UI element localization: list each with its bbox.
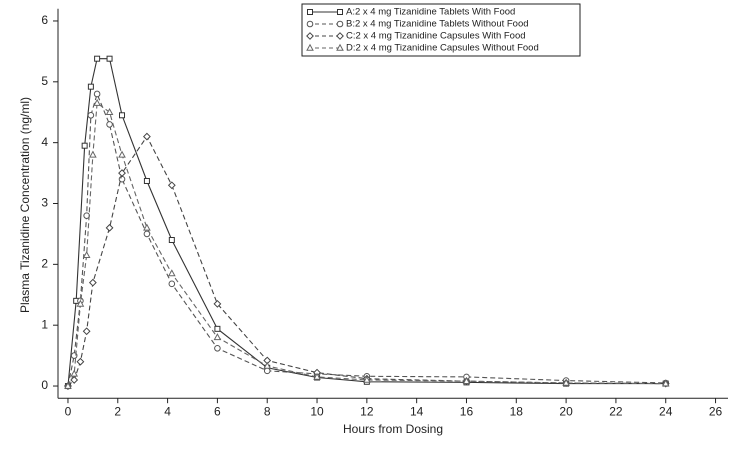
marker [306, 20, 314, 28]
x-tick-label: 26 [709, 404, 723, 418]
x-tick-label: 8 [264, 404, 271, 418]
marker [119, 112, 126, 119]
marker [213, 299, 222, 308]
x-tick-label: 4 [164, 404, 171, 418]
legend-label: A:2 x 4 mg Tizanidine Tablets With Food [346, 7, 515, 18]
marker [167, 269, 176, 277]
y-tick-label: 2 [41, 257, 48, 271]
x-tick-label: 24 [659, 404, 673, 418]
marker [106, 55, 113, 62]
series-line [67, 102, 666, 387]
marker [143, 230, 151, 238]
series-line [67, 58, 666, 387]
marker [306, 32, 314, 40]
marker [87, 83, 94, 90]
marker [105, 107, 114, 116]
x-tick-label: 2 [114, 404, 121, 418]
marker [93, 98, 101, 106]
marker [336, 20, 344, 28]
marker [562, 378, 570, 386]
y-tick-label: 6 [41, 13, 48, 27]
marker [143, 223, 151, 231]
marker [82, 250, 91, 259]
legend: A:2 x 4 mg Tizanidine Tablets With FoodB… [301, 3, 581, 57]
marker [336, 43, 344, 51]
marker [213, 333, 222, 341]
marker [76, 299, 85, 307]
x-axis-label: Hours from Dosing [343, 422, 443, 436]
marker [336, 32, 344, 40]
x-tick-label: 14 [410, 404, 424, 418]
marker [263, 361, 272, 369]
y-tick-label: 1 [41, 317, 48, 331]
marker [118, 175, 126, 183]
marker [81, 142, 88, 149]
y-tick-label: 0 [41, 378, 48, 392]
legend-label: B:2 x 4 mg Tizanidine Tablets Without Fo… [346, 19, 529, 30]
marker [94, 55, 101, 62]
marker [313, 372, 321, 380]
marker [143, 177, 150, 184]
marker [64, 381, 72, 389]
marker [661, 379, 670, 387]
marker [118, 169, 126, 177]
x-tick-label: 6 [214, 404, 221, 418]
y-tick-label: 4 [41, 135, 48, 149]
y-tick-label: 5 [41, 74, 48, 88]
marker [462, 376, 471, 384]
marker [106, 121, 113, 128]
marker [214, 325, 221, 332]
marker [88, 278, 97, 287]
marker [93, 90, 101, 98]
marker [89, 150, 97, 158]
marker [76, 357, 85, 366]
x-tick-label: 0 [65, 404, 72, 418]
marker [214, 345, 221, 352]
x-tick-label: 16 [460, 404, 474, 418]
marker [70, 369, 79, 377]
marker [168, 237, 175, 244]
legend-box [301, 3, 581, 57]
series-line [67, 135, 666, 387]
marker [363, 375, 371, 383]
marker [82, 327, 91, 336]
x-tick-label: 12 [360, 404, 374, 418]
marker [307, 9, 313, 15]
legend-label: C:2 x 4 mg Tizanidine Capsules With Food [346, 31, 526, 42]
x-tick-label: 22 [609, 404, 623, 418]
y-tick-label: 3 [41, 196, 48, 210]
legend-label: D:2 x 4 mg Tizanidine Capsules Without F… [346, 43, 539, 54]
marker [168, 280, 176, 288]
marker [118, 150, 126, 158]
marker [105, 223, 114, 232]
marker [306, 43, 314, 51]
x-tick-label: 18 [510, 404, 524, 418]
marker [337, 9, 343, 15]
marker [263, 367, 271, 375]
x-tick-label: 20 [559, 404, 573, 418]
x-tick-label: 10 [310, 404, 324, 418]
marker [143, 132, 151, 141]
series-line [67, 92, 666, 387]
y-axis-label: Plasma Tizanidine Concentration (ng/ml) [18, 97, 32, 313]
marker [87, 111, 95, 119]
marker [167, 181, 176, 190]
